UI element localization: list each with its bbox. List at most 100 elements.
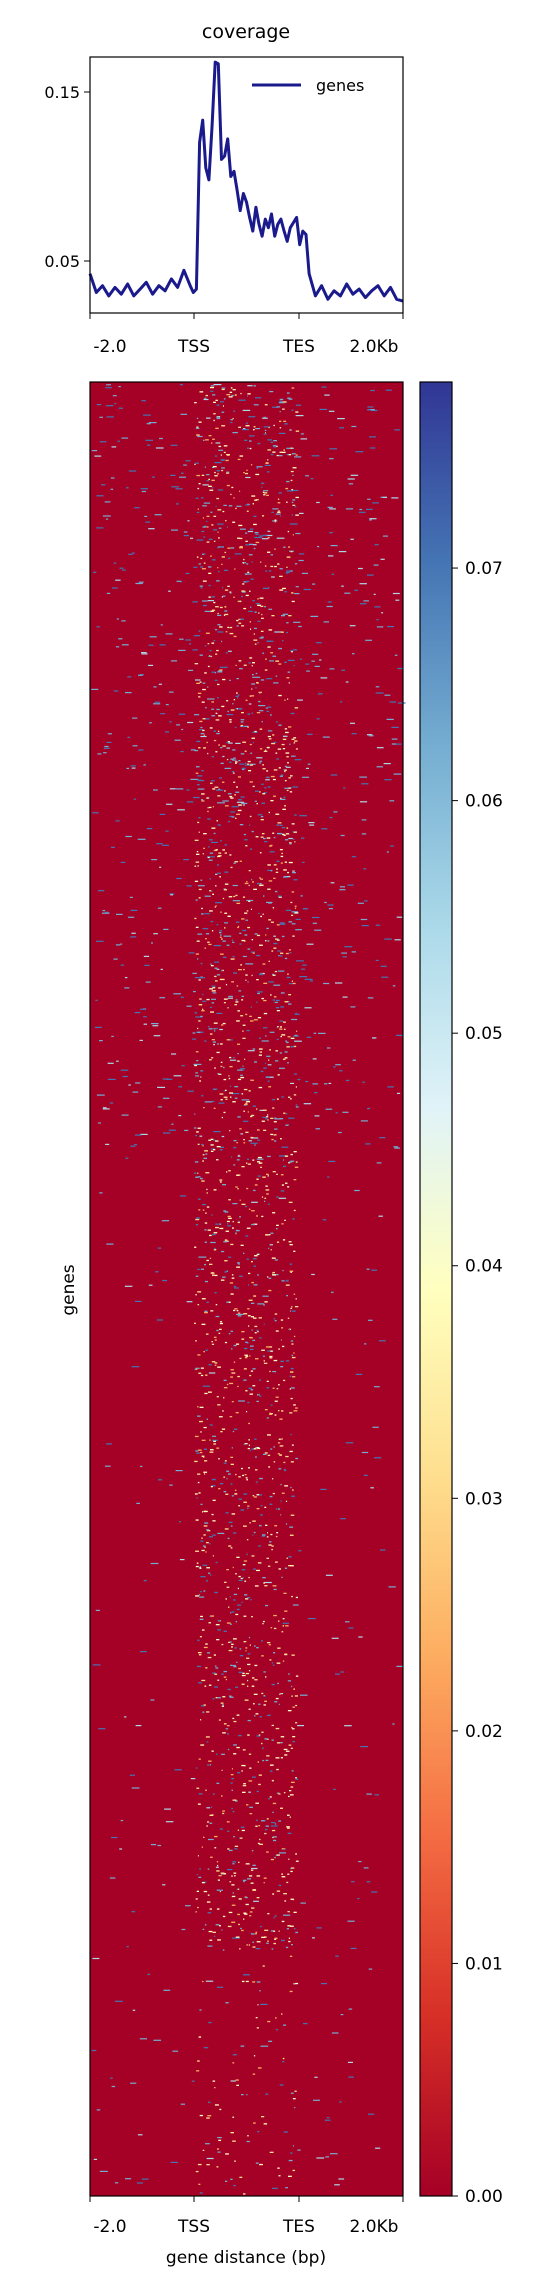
heatmap-cell xyxy=(228,1849,233,1852)
heatmap-cell xyxy=(186,801,194,803)
heatmap-cell xyxy=(220,747,223,749)
heatmap-cell xyxy=(217,1532,225,1534)
heatmap-cell xyxy=(256,1329,259,1331)
heatmap-cell xyxy=(273,1461,276,1463)
heatmap-cell xyxy=(251,1555,255,1557)
heatmap-cell xyxy=(202,1203,206,1206)
heatmap-cell xyxy=(245,963,254,965)
heatmap-cell xyxy=(298,559,304,562)
heatmap-cell xyxy=(274,970,278,973)
heatmap-cell xyxy=(258,705,266,707)
heatmap-cell xyxy=(280,855,284,858)
heatmap-cell xyxy=(204,466,206,468)
heatmap-cell xyxy=(194,1064,198,1067)
heatmap-background xyxy=(90,382,403,2196)
heatmap-cell xyxy=(267,551,271,553)
heatmap-cell xyxy=(235,1001,239,1003)
heatmap-cell xyxy=(258,1162,261,1164)
heatmap-cell xyxy=(247,1505,250,1507)
heatmap-cell xyxy=(169,1484,173,1486)
heatmap-cell xyxy=(245,845,248,847)
heatmap-cell xyxy=(300,438,308,440)
heatmap-cell xyxy=(248,703,252,705)
heatmap-cell xyxy=(256,682,259,684)
heatmap-cell xyxy=(237,1315,242,1317)
heatmap-cell xyxy=(286,677,290,679)
heatmap-cell xyxy=(279,1118,284,1120)
heatmap-cell xyxy=(252,2073,256,2075)
heatmap-cell xyxy=(290,1794,294,1796)
heatmap-cell xyxy=(153,1035,161,1037)
heatmap-cell xyxy=(291,738,295,740)
heatmap-cell xyxy=(245,580,250,583)
heatmap-cell xyxy=(262,768,266,770)
heatmap-cell xyxy=(196,426,199,428)
heatmap-cell xyxy=(201,1095,204,1097)
heatmap-cell xyxy=(264,1062,266,1065)
heatmap-cell xyxy=(106,384,111,386)
heatmap-cell xyxy=(196,853,200,855)
heatmap-cell xyxy=(278,663,282,665)
heatmap-cell xyxy=(124,977,128,979)
heatmap-cell xyxy=(229,854,232,856)
heatmap-cell xyxy=(291,1654,295,1656)
heatmap-cell xyxy=(248,554,253,556)
heatmap-cell xyxy=(270,921,274,923)
heatmap-cell xyxy=(241,918,245,920)
heatmap-cell xyxy=(246,1187,249,1190)
heatmap-cell xyxy=(198,1758,201,1760)
heatmap-cell xyxy=(337,418,345,420)
heatmap-cell xyxy=(265,534,273,537)
heatmap-cell xyxy=(253,1531,256,1534)
heatmap-cell xyxy=(210,1310,214,1312)
heatmap-cell xyxy=(270,1764,274,1766)
heatmap-cell xyxy=(231,1495,234,1497)
heatmap-cell xyxy=(243,1765,246,1767)
heatmap-cell xyxy=(200,1503,203,1505)
heatmap-cell xyxy=(198,817,201,819)
heatmap-cell xyxy=(369,436,376,438)
heatmap-cell xyxy=(197,1291,202,1293)
heatmap-cell xyxy=(99,416,103,418)
heatmap-cell xyxy=(172,2050,179,2052)
heatmap-cell xyxy=(295,1457,299,1460)
heatmap-cell xyxy=(266,1380,269,1382)
heatmap-cell xyxy=(218,852,222,854)
heatmap-cell xyxy=(219,932,222,934)
heatmap-cell xyxy=(272,832,275,834)
heatmap-cell xyxy=(200,726,203,729)
heatmap-cell xyxy=(215,1315,220,1318)
heatmap-cell xyxy=(179,1195,186,1197)
heatmap-cell xyxy=(199,2009,202,2011)
heatmap-cell xyxy=(122,1075,128,1078)
heatmap-cell xyxy=(299,512,304,514)
heatmap-cell xyxy=(168,590,171,592)
heatmap-cell xyxy=(101,912,110,914)
heatmap-cell xyxy=(195,926,199,928)
heatmap-cell xyxy=(221,563,223,565)
heatmap-cell xyxy=(327,1176,330,1178)
heatmap-cell xyxy=(244,1205,248,1208)
heatmap-cell xyxy=(208,1028,213,1030)
heatmap-cell xyxy=(229,632,234,635)
heatmap-cell xyxy=(222,1696,226,1698)
heatmap-cell xyxy=(274,1856,276,1859)
heatmap-cell xyxy=(384,938,392,940)
heatmap-cell xyxy=(251,695,255,697)
heatmap-cell xyxy=(183,535,189,537)
heatmap-cell xyxy=(227,585,230,587)
heatmap-cell xyxy=(207,1868,210,1870)
heatmap-cell xyxy=(288,861,293,864)
heatmap-cell xyxy=(208,846,210,848)
heatmap-cell xyxy=(203,502,211,504)
heatmap-cell xyxy=(215,849,218,851)
heatmap-cell xyxy=(125,1157,129,1159)
heatmap-cell xyxy=(229,591,232,593)
heatmap-cell xyxy=(243,1560,248,1562)
heatmap-cell xyxy=(265,1604,268,1607)
heatmap-cell xyxy=(209,1451,214,1453)
heatmap-cell xyxy=(242,896,246,898)
heatmap-cell xyxy=(385,389,392,391)
heatmap-cell xyxy=(363,600,369,602)
heatmap-cell xyxy=(248,416,256,418)
